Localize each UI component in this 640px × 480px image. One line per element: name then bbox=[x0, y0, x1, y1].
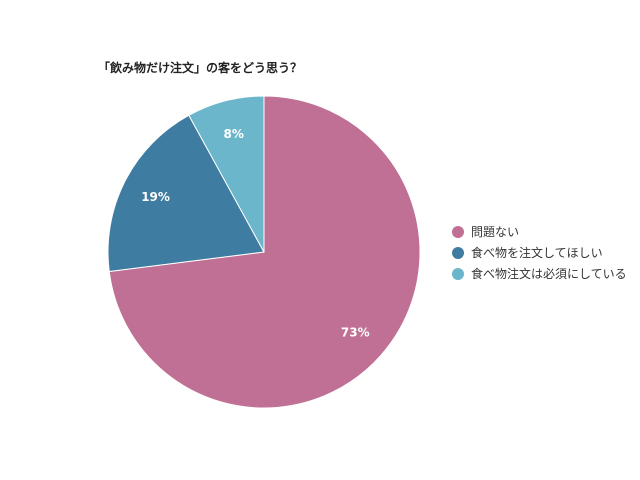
pie-slice-labels: 73% 19% 8% bbox=[141, 127, 369, 339]
pie-slice-food-order-required[interactable] bbox=[188, 95, 265, 253]
slice-label-food-order-required: 8% bbox=[224, 127, 244, 141]
legend: 問題ない 食べ物を注文してほしい 食べ物注文は必須にしている bbox=[452, 221, 640, 284]
legend-item-food-order-required[interactable]: 食べ物注文は必須にしている bbox=[452, 263, 640, 284]
legend-swatch-food-order-required bbox=[452, 267, 464, 280]
legend-swatch-want-food-order bbox=[452, 246, 464, 259]
chart-title: 「飲み物だけ注文」の客をどう思う？ bbox=[98, 61, 303, 75]
legend-label: 食べ物を注文してほしい bbox=[471, 246, 603, 260]
pie-slice-want-food-order[interactable] bbox=[107, 114, 265, 273]
legend-label: 問題ない bbox=[471, 225, 520, 239]
slice-label-no-problem: 73% bbox=[341, 325, 370, 339]
slice-label-want-food-order: 19% bbox=[141, 190, 170, 204]
legend-label: 食べ物注文は必須にしている bbox=[471, 267, 627, 281]
legend-swatch-no-problem bbox=[452, 225, 464, 238]
legend-item-want-food-order[interactable]: 食べ物を注文してほしい bbox=[452, 242, 640, 263]
pie-slices bbox=[107, 95, 421, 409]
pie-slice-no-problem[interactable] bbox=[108, 95, 421, 409]
legend-item-no-problem[interactable]: 問題ない bbox=[452, 221, 640, 242]
